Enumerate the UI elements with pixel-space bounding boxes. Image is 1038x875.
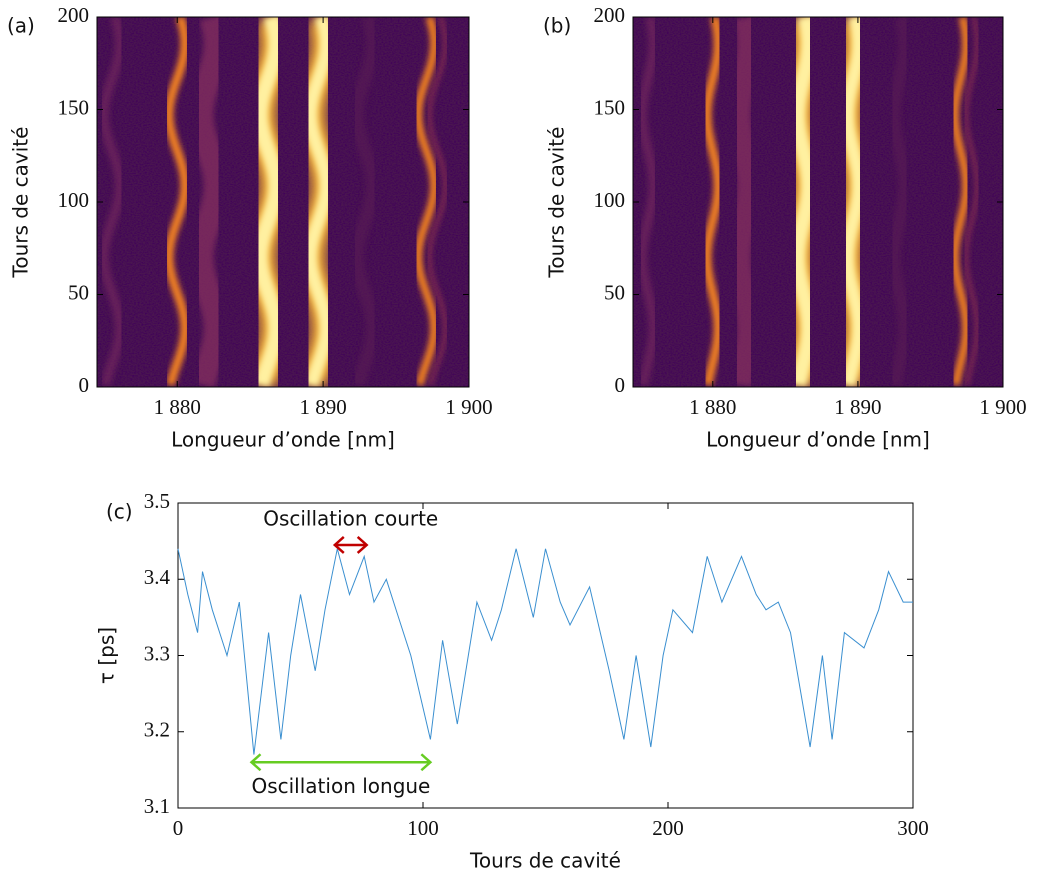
y-tick-label: 150 (594, 95, 626, 119)
heatmap-band (789, 17, 817, 387)
heatmap-image (633, 17, 1003, 387)
annotation-text: Oscillation courte (263, 506, 438, 530)
heatmap-band (98, 17, 125, 387)
arrow-head (249, 753, 262, 772)
x-tick-label: 1 880 (154, 395, 201, 419)
x-tick-label: 1 880 (689, 395, 736, 419)
y-tick-label: 3.2 (144, 718, 170, 742)
y-tick-label: 100 (594, 188, 626, 212)
x-axis-label: Longueur d’onde [nm] (171, 428, 395, 452)
heatmap-band (164, 17, 190, 386)
x-tick-label: 1 900 (445, 395, 492, 419)
arrow-head (356, 536, 369, 554)
y-tick-label: 3.1 (144, 794, 170, 818)
arrow-head (332, 536, 345, 554)
heatmap-band (414, 17, 439, 386)
x-axis-label: Longueur d’onde [nm] (706, 428, 930, 452)
y-tick-label: 0 (79, 373, 90, 397)
heatmap-band (252, 17, 285, 387)
heatmap-band (840, 17, 866, 387)
y-tick-label: 3.3 (144, 641, 170, 665)
x-axis-label: Tours de cavité (469, 849, 621, 873)
panel-label: (c) (106, 500, 133, 524)
x-tick-label: 200 (652, 816, 684, 840)
heatmap-band (950, 17, 970, 386)
annotation-text: Oscillation longue (251, 774, 430, 798)
y-axis-label: Tours de cavité (545, 127, 569, 279)
y-tick-label: 100 (58, 188, 90, 212)
heatmap-band (702, 17, 723, 386)
heatmap-band (349, 17, 380, 387)
heatmap-band (303, 17, 334, 387)
heatmap-band (886, 17, 913, 387)
y-tick-label: 200 (58, 3, 90, 27)
data-line (177, 548, 913, 755)
x-tick-label: 1 890 (299, 395, 346, 419)
heatmap-band (964, 17, 979, 386)
y-tick-label: 50 (68, 280, 89, 304)
y-tick-label: 3.5 (144, 489, 170, 513)
y-axis-label: Tours de cavité (9, 127, 33, 279)
panel-label: (b) (543, 14, 571, 38)
heatmap-band (427, 17, 447, 386)
heatmap-image (97, 17, 469, 387)
x-tick-label: 1 890 (834, 395, 881, 419)
heatmap-band (725, 17, 763, 387)
panel-label: (a) (7, 14, 35, 38)
heatmap-band (637, 17, 659, 386)
x-tick-label: 0 (173, 816, 184, 840)
x-tick-label: 1 900 (979, 395, 1026, 419)
heatmap-band (187, 17, 230, 387)
y-tick-label: 50 (604, 280, 625, 304)
x-tick-label: 300 (897, 816, 929, 840)
y-tick-label: 0 (615, 373, 626, 397)
x-tick-label: 100 (407, 816, 439, 840)
y-axis-label: τ [ps] (95, 627, 119, 684)
y-tick-label: 3.4 (144, 565, 171, 589)
y-tick-label: 200 (594, 3, 626, 27)
y-tick-label: 150 (58, 95, 90, 119)
arrow-head (420, 753, 433, 772)
